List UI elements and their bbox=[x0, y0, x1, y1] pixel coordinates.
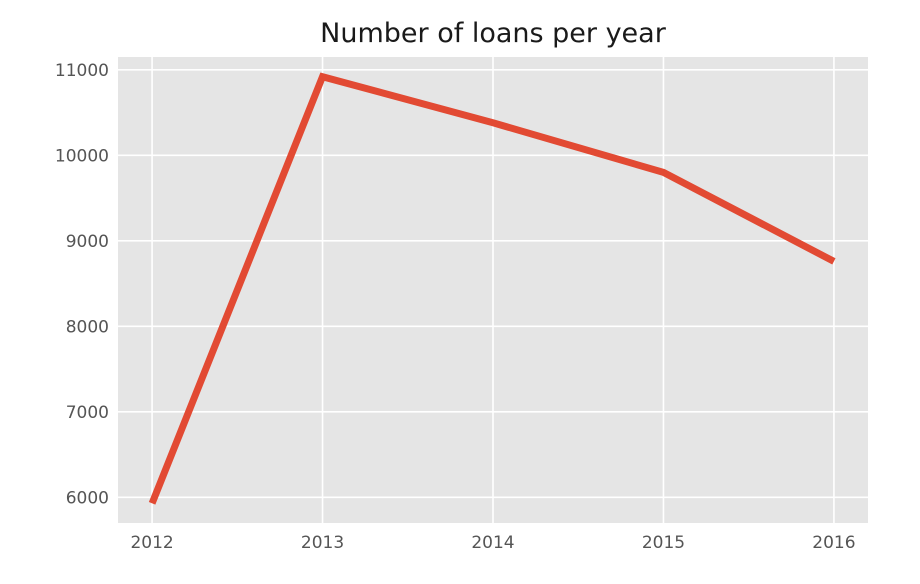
y-tick-label: 10000 bbox=[55, 146, 109, 166]
y-tick-label: 7000 bbox=[66, 403, 109, 423]
y-tick-label: 9000 bbox=[66, 232, 109, 252]
x-tick-label: 2016 bbox=[812, 533, 855, 553]
x-tick-label: 2013 bbox=[301, 533, 344, 553]
x-tick-label: 2012 bbox=[130, 533, 173, 553]
chart-title: Number of loans per year bbox=[320, 18, 667, 49]
y-tick-label: 8000 bbox=[66, 317, 109, 337]
y-tick-label: 11000 bbox=[55, 61, 109, 81]
y-tick-label: 6000 bbox=[66, 488, 109, 508]
grid-lines bbox=[118, 57, 868, 523]
x-axis-ticks: 2012 2013 2014 2015 2016 bbox=[130, 533, 855, 553]
x-tick-label: 2015 bbox=[642, 533, 685, 553]
series-layer bbox=[148, 72, 836, 505]
x-tick-label: 2014 bbox=[471, 533, 514, 553]
y-axis-ticks: 6000 7000 8000 9000 10000 11000 bbox=[55, 61, 109, 509]
